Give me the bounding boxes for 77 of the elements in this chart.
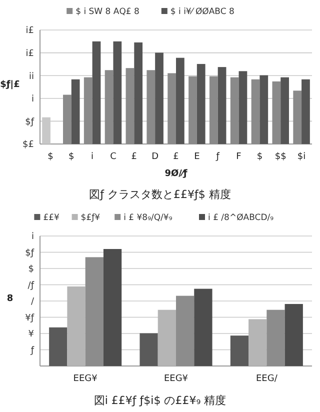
text: i£ [26,48,34,59]
bar [168,73,176,144]
bar [248,319,267,366]
bar [176,296,194,366]
x-tick-label: C [110,152,116,162]
legend-label: i £ /8^ØABCD/₉ [208,213,274,223]
bar [103,249,122,366]
text: ¥ƒ [25,313,35,324]
text: i [31,232,34,242]
y-axis-title: $ƒ|£ [0,80,20,90]
text: 図ƒ クラスタ数と££¥ƒ$ 精度 [89,188,231,201]
text: $ƒ [25,117,35,128]
x-tick-label: £ [173,152,179,162]
text: 図i ££¥ƒ ƒ$i$ の££¥₉ 精度 [94,394,226,407]
bar [63,94,72,144]
text: i£ [26,26,34,36]
bar [238,71,248,144]
text: ¥ [28,330,34,340]
bar [293,90,302,144]
bar [113,41,122,144]
bar [176,58,184,144]
x-tick-label: $ [256,152,263,162]
bar [67,286,86,366]
text: ii [28,72,34,82]
x-tick-label: $i [297,152,306,162]
legend-label: $ i SW 8 ΑQ£ 8 [76,7,140,17]
bar [284,304,303,366]
bar [260,75,268,144]
y-axis-title: 8 [6,294,14,304]
legend-label: $£ƒ¥ [80,213,101,223]
bar [84,77,92,144]
bar [266,310,285,366]
x-tick-label: $ [68,152,74,162]
bar [230,336,249,366]
bar [134,42,143,144]
x-tick-label: $$ [274,152,286,162]
bar [209,76,218,144]
text: $£ [22,140,34,150]
x-tick-label: $ [48,152,54,162]
x-tick-label: E [194,152,200,162]
x-tick-label: i [91,152,94,162]
bar [302,79,310,144]
legend-label: ££¥ [43,213,60,223]
bar [92,41,101,144]
x-axis-title: 9Ø/⁄ƒ [164,169,188,179]
text: i [31,94,34,105]
bar [230,77,239,144]
x-tick-label: EEG¥ [73,374,98,384]
bar [49,327,68,366]
text: /ƒ [28,280,35,291]
x-tick-label: ƒ [215,152,220,162]
bar [104,70,114,144]
x-tick-label: EEG/ [256,374,278,384]
bar [126,68,134,144]
bar [71,79,80,144]
bar [272,81,281,144]
legend-label: i £ ¥8₉/Q/¥₉ [124,213,173,223]
x-tick-label: EEG¥ [164,374,188,384]
bar [196,64,206,144]
x-tick-label: D [152,152,159,162]
bar [155,52,164,144]
x-tick-label: £ [131,152,138,162]
bar [85,257,104,366]
x-tick-label: F [236,152,242,162]
bar [140,333,158,366]
bar [146,70,156,144]
text: $ƒ [25,248,35,258]
text: / [30,297,35,308]
bar [194,288,212,366]
bar [218,67,226,144]
bar [280,77,289,144]
text: $ [28,264,34,275]
bar [188,76,197,144]
legend-label: $ i i¥⁄ ØØABC 8 [170,7,234,17]
bar [158,310,176,366]
text: ƒ [30,346,35,356]
bar [251,79,260,144]
